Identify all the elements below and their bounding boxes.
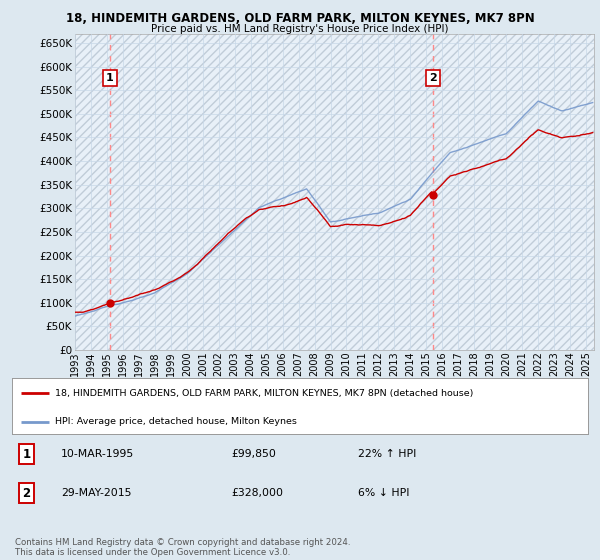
Text: 29-MAY-2015: 29-MAY-2015 [61, 488, 131, 498]
Text: 22% ↑ HPI: 22% ↑ HPI [358, 449, 416, 459]
Text: £99,850: £99,850 [231, 449, 276, 459]
Text: 2: 2 [22, 487, 31, 500]
Text: HPI: Average price, detached house, Milton Keynes: HPI: Average price, detached house, Milt… [55, 417, 297, 426]
Text: 18, HINDEMITH GARDENS, OLD FARM PARK, MILTON KEYNES, MK7 8PN (detached house): 18, HINDEMITH GARDENS, OLD FARM PARK, MI… [55, 389, 473, 398]
Text: 6% ↓ HPI: 6% ↓ HPI [358, 488, 409, 498]
Text: 1: 1 [22, 447, 31, 461]
Text: 1: 1 [106, 73, 114, 83]
Text: £328,000: £328,000 [231, 488, 283, 498]
Text: 18, HINDEMITH GARDENS, OLD FARM PARK, MILTON KEYNES, MK7 8PN: 18, HINDEMITH GARDENS, OLD FARM PARK, MI… [65, 12, 535, 25]
Text: 10-MAR-1995: 10-MAR-1995 [61, 449, 134, 459]
Text: 2: 2 [429, 73, 437, 83]
Text: Price paid vs. HM Land Registry's House Price Index (HPI): Price paid vs. HM Land Registry's House … [151, 24, 449, 34]
Text: Contains HM Land Registry data © Crown copyright and database right 2024.
This d: Contains HM Land Registry data © Crown c… [15, 538, 350, 557]
